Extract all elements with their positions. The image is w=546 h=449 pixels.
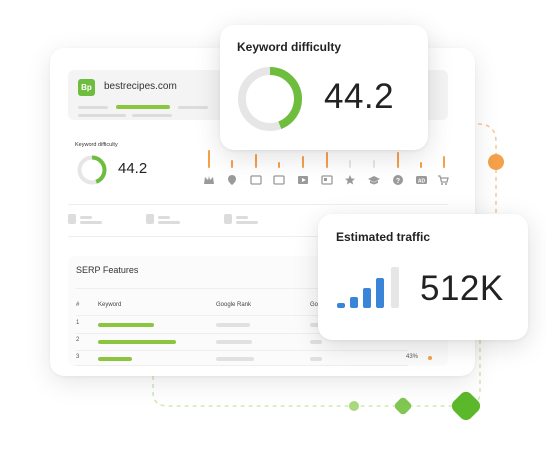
estimated-traffic-card: Estimated traffic 512K (318, 214, 528, 340)
traffic-card-value: 512K (420, 269, 504, 308)
rank-bar (216, 323, 250, 327)
placeholder-line (236, 221, 258, 224)
placeholder-line (158, 221, 180, 224)
domain-name: bestrecipes.com (104, 81, 177, 92)
row-number: 3 (76, 354, 80, 360)
video-icon (298, 176, 308, 184)
keyword-difficulty-card: Keyword difficulty 44.2 (220, 25, 428, 150)
kd-card-title: Keyword difficulty (237, 40, 342, 54)
placeholder-line (78, 114, 126, 117)
feature-indicator-empty (349, 160, 351, 168)
svg-text:?: ? (396, 178, 400, 185)
feature-indicator-empty (373, 160, 375, 168)
green-node-large (451, 391, 481, 421)
active-tab-indicator[interactable] (116, 105, 170, 109)
signal-bar (337, 303, 345, 308)
placeholder-line (80, 221, 102, 224)
feature-indicator (278, 162, 280, 168)
feature-indicator (302, 156, 304, 168)
table-divider (76, 365, 408, 366)
keyword-bar (98, 340, 176, 344)
feature-indicator (208, 150, 210, 168)
value-bar (310, 340, 322, 344)
table-divider (76, 333, 408, 334)
placeholder-chip (68, 214, 76, 224)
kd-donut-chart (238, 67, 302, 131)
orange-connector-line (477, 123, 497, 215)
green-node-small (349, 401, 359, 411)
signal-bars-icon (337, 267, 399, 308)
feature-indicator (255, 154, 257, 168)
feature-indicator (231, 160, 233, 168)
question-icon: ? (393, 175, 403, 185)
keyword-bar (98, 323, 154, 327)
green-node-medium (394, 397, 412, 415)
value-bar (310, 323, 322, 327)
feature-indicator (397, 152, 399, 168)
signal-bar (350, 297, 358, 308)
traffic-card-title: Estimated traffic (336, 230, 431, 244)
keyword-bar (98, 357, 132, 361)
signal-bar (391, 267, 399, 308)
column-header-keyword: Keyword (98, 302, 122, 308)
signal-bar (376, 278, 384, 308)
orange-node (488, 154, 504, 170)
feature-indicator (420, 162, 422, 168)
article-icon (321, 175, 333, 185)
column-header-google-rank: Google Rank (216, 302, 252, 308)
placeholder-chip (146, 214, 154, 224)
news-icon (273, 175, 285, 185)
kd-card-value: 44.2 (324, 77, 395, 116)
feature-indicator (326, 152, 328, 168)
serp-feature-icons: ? AD (204, 150, 449, 185)
section-divider (68, 236, 348, 237)
section-divider (68, 204, 448, 205)
placeholder-line (80, 216, 92, 219)
shopping-cart-icon (438, 175, 449, 185)
placeholder-chip (224, 214, 232, 224)
rank-bar (216, 340, 252, 344)
placeholder-line (78, 106, 108, 109)
graduation-cap-icon (368, 176, 380, 185)
image-icon (250, 175, 262, 185)
signal-bar (363, 288, 371, 308)
kd-small-label: Keyword difficulty (75, 142, 118, 148)
placeholder-line (178, 106, 208, 109)
column-header-truncated: Go (310, 302, 319, 308)
serp-features-title: SERP Features (76, 265, 139, 275)
placeholder-line (158, 216, 170, 219)
location-pin-icon (228, 175, 236, 185)
star-icon (345, 175, 355, 185)
site-logo-badge: Bp (78, 79, 95, 96)
placeholder-line (236, 216, 248, 219)
kd-small-value: 44.2 (118, 160, 148, 177)
value-bar (310, 357, 322, 361)
rank-bar (216, 357, 254, 361)
table-divider (76, 350, 408, 351)
row-number: 2 (76, 337, 80, 343)
row-percentage: 43% (406, 354, 419, 360)
column-header-number: # (76, 302, 80, 308)
placeholder-line (132, 114, 172, 117)
kd-small-donut-chart (77, 155, 107, 185)
row-number: 1 (76, 320, 80, 326)
feature-indicator (443, 156, 445, 168)
status-dot (428, 356, 432, 360)
crown-icon (204, 176, 214, 184)
table-divider (76, 315, 408, 316)
table-divider (76, 288, 408, 289)
ad-icon: AD (416, 176, 427, 185)
svg-text:AD: AD (418, 179, 426, 185)
